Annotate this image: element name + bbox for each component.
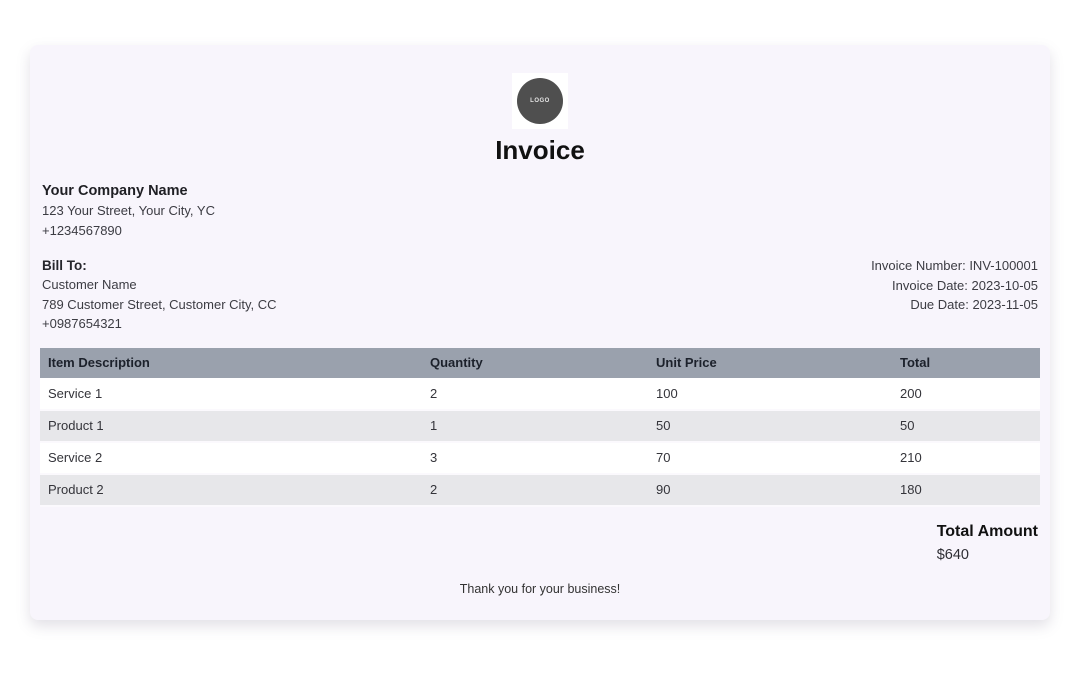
total-amount-value: $640 bbox=[936, 546, 969, 563]
quantity-cell: 3 bbox=[422, 441, 648, 475]
invoice-card: LOGO Invoice Your Company Name 123 Your … bbox=[30, 45, 1050, 620]
total-cell: 200 bbox=[892, 377, 1040, 411]
items-table: Item Description Quantity Unit Price Tot… bbox=[40, 347, 1040, 507]
item-description-cell: Service 2 bbox=[40, 441, 422, 475]
unit-price-cell: 90 bbox=[648, 473, 892, 507]
quantity-cell: 2 bbox=[422, 377, 648, 411]
company-phone: +1234567890 bbox=[42, 222, 122, 238]
company-info: Your Company Name 123 Your Street, Your … bbox=[40, 181, 1040, 240]
item-description-cell: Service 1 bbox=[40, 377, 422, 411]
total-cell: 180 bbox=[892, 473, 1040, 507]
total-section: Total Amount $640 bbox=[40, 521, 1040, 566]
logo-box: LOGO bbox=[512, 73, 568, 129]
table-header-row: Item Description Quantity Unit Price Tot… bbox=[40, 347, 1040, 378]
table-row: Product 1 1 50 50 bbox=[40, 409, 1040, 443]
quantity-cell: 2 bbox=[422, 473, 648, 507]
header-total: Total bbox=[892, 347, 1040, 378]
table-row: Service 2 3 70 210 bbox=[40, 441, 1040, 475]
bill-to-block: Bill To: Customer Name 789 Customer Stre… bbox=[42, 256, 277, 334]
logo-wrap: LOGO bbox=[40, 73, 1040, 129]
total-amount-label: Total Amount bbox=[936, 522, 1038, 540]
unit-price-cell: 50 bbox=[648, 409, 892, 443]
quantity-cell: 1 bbox=[422, 409, 648, 443]
total-cell: 210 bbox=[892, 441, 1040, 475]
item-description-cell: Product 2 bbox=[40, 473, 422, 507]
header-unit-price: Unit Price bbox=[648, 347, 892, 378]
unit-price-cell: 100 bbox=[648, 377, 892, 411]
billing-row: Bill To: Customer Name 789 Customer Stre… bbox=[40, 256, 1040, 334]
invoice-number: Invoice Number: INV-100001 bbox=[871, 258, 1038, 273]
customer-address: 789 Customer Street, Customer City, CC bbox=[42, 296, 277, 312]
header-item-description: Item Description bbox=[40, 347, 422, 378]
company-name: Your Company Name bbox=[42, 183, 188, 199]
page-title: Invoice bbox=[495, 135, 585, 165]
unit-price-cell: 70 bbox=[648, 441, 892, 475]
header-quantity: Quantity bbox=[422, 347, 648, 378]
table-row: Service 1 2 100 200 bbox=[40, 377, 1040, 411]
invoice-date: Invoice Date: 2023-10-05 bbox=[892, 277, 1038, 293]
invoice-meta: Invoice Number: INV-100001 Invoice Date:… bbox=[871, 256, 1038, 315]
bill-to-label: Bill To: bbox=[42, 258, 87, 273]
item-description-cell: Product 1 bbox=[40, 409, 422, 443]
company-address: 123 Your Street, Your City, YC bbox=[42, 203, 215, 218]
thank-you-note: Thank you for your business! bbox=[459, 581, 621, 596]
customer-name: Customer Name bbox=[42, 277, 137, 292]
due-date: Due Date: 2023-11-05 bbox=[910, 297, 1038, 312]
table-row: Product 2 2 90 180 bbox=[40, 473, 1040, 507]
company-logo-icon: LOGO bbox=[517, 78, 563, 124]
total-cell: 50 bbox=[892, 409, 1040, 443]
customer-phone: +0987654321 bbox=[42, 316, 122, 331]
